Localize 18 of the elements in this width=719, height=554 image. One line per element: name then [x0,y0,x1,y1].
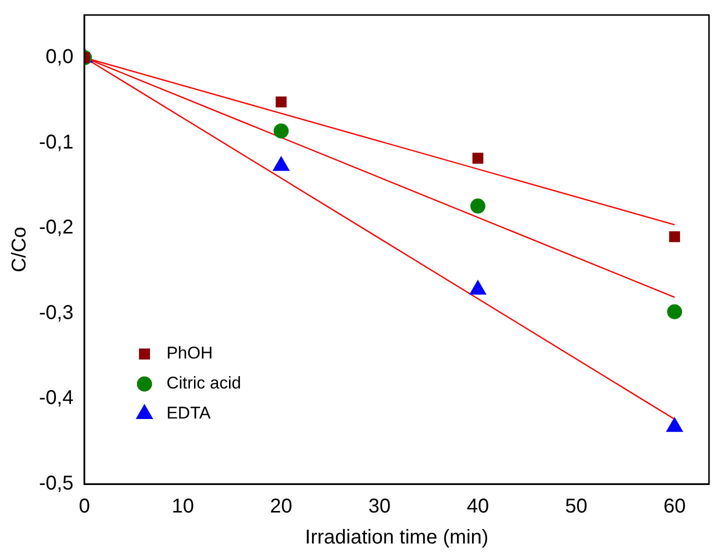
y-axis-title: C/Co [8,226,31,272]
y-tick-label: -0,5 [38,472,74,495]
y-tick-label: -0,2 [38,216,74,239]
y-tick-label: -0,3 [38,302,74,324]
x-tick-label: 0 [78,496,90,518]
x-axis-title: Irradiation time (min) [305,526,488,549]
legend-label: PhOH [166,344,213,363]
legend-label: EDTA [166,404,212,423]
x-tick-label: 10 [172,496,194,518]
y-tick-label: 0,0 [46,46,74,68]
x-tick-label: 50 [565,496,588,518]
legend-label: Citric acid [166,374,242,393]
x-tick-label: 30 [368,496,391,518]
y-tick-label: -0,1 [38,131,74,154]
x-tick-label: 20 [270,496,292,518]
y-tick-label: -0,4 [38,387,74,410]
x-tick-label: 40 [466,496,489,518]
x-tick-label: 60 [663,496,686,518]
